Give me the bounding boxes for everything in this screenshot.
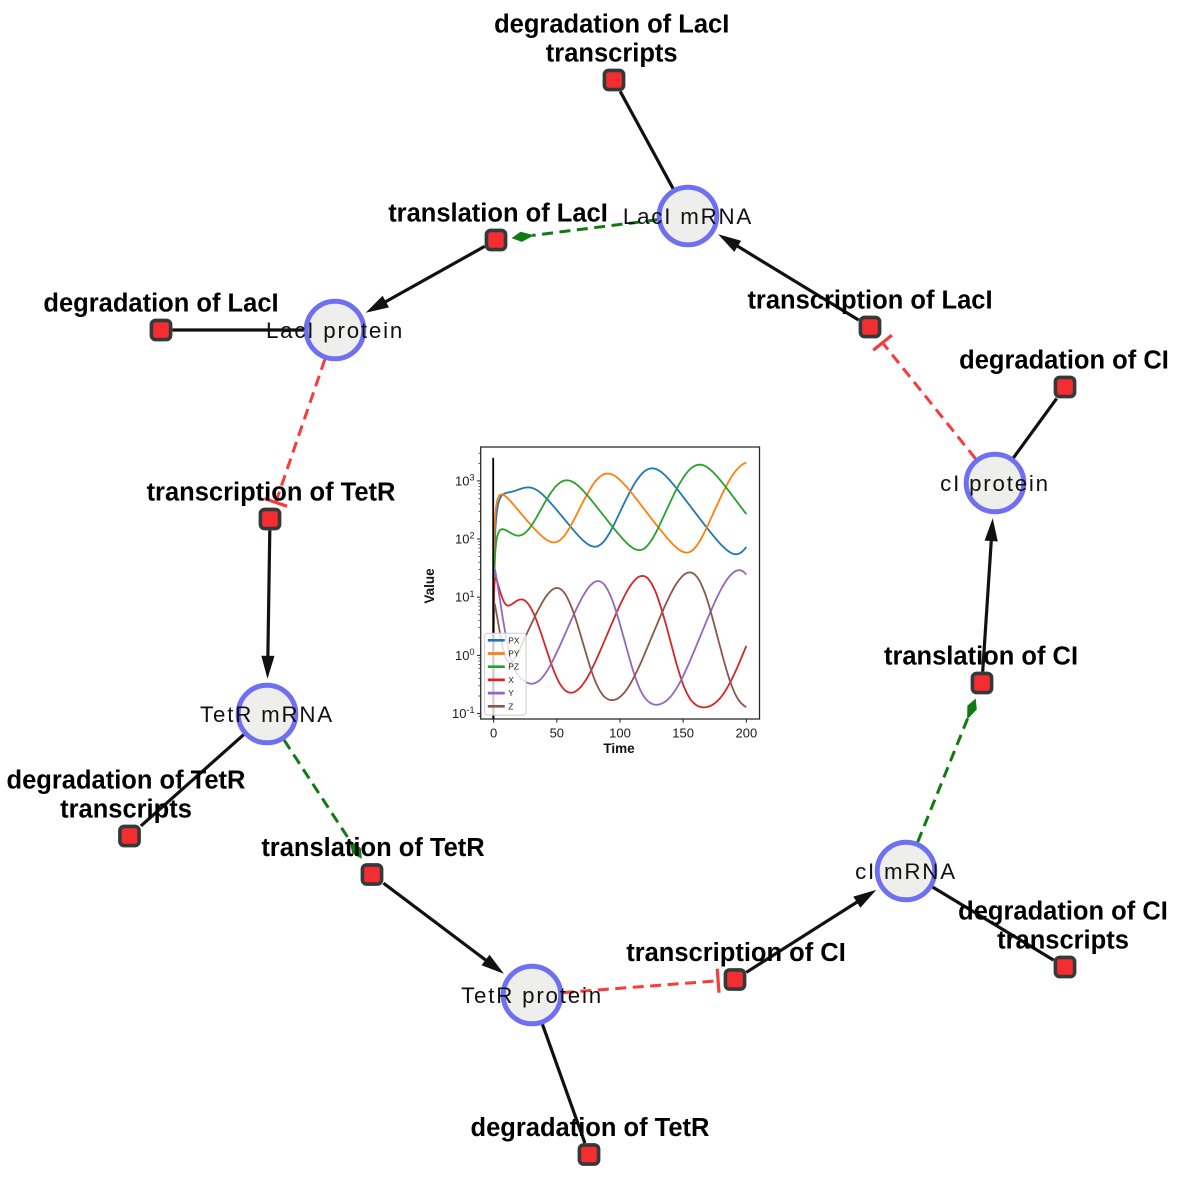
svg-text:transcription of CI: transcription of CI: [626, 939, 846, 967]
svg-text:degradation of CI: degradation of CI: [959, 346, 1169, 374]
svg-text:Time: Time: [603, 741, 635, 756]
svg-text:100: 100: [609, 725, 631, 740]
svg-text:degradation of CI: degradation of CI: [958, 898, 1168, 926]
svg-text:200: 200: [736, 725, 758, 740]
svg-text:degradation of TetR: degradation of TetR: [7, 767, 246, 795]
svg-text:TetR mRNA: TetR mRNA: [200, 702, 334, 727]
svg-text:PY: PY: [508, 649, 520, 659]
svg-text:0: 0: [490, 725, 497, 740]
svg-text:TetR protein: TetR protein: [461, 983, 603, 1008]
svg-text:transcripts: transcripts: [546, 39, 678, 67]
svg-text:translation of TetR: translation of TetR: [261, 834, 484, 862]
svg-text:degradation of TetR: degradation of TetR: [471, 1114, 710, 1142]
svg-text:transcription of TetR: transcription of TetR: [147, 478, 396, 506]
svg-text:PX: PX: [508, 635, 520, 645]
svg-text:X: X: [508, 675, 514, 685]
svg-text:LacI mRNA: LacI mRNA: [623, 204, 753, 229]
svg-text:transcripts: transcripts: [60, 795, 192, 823]
svg-text:Z: Z: [508, 701, 513, 711]
svg-text:transcripts: transcripts: [997, 926, 1129, 954]
svg-text:translation of CI: translation of CI: [884, 642, 1078, 670]
svg-text:50: 50: [550, 725, 564, 740]
svg-text:Value: Value: [422, 568, 437, 604]
svg-text:LacI protein: LacI protein: [266, 318, 404, 343]
svg-text:transcription of LacI: transcription of LacI: [747, 286, 992, 314]
svg-text:cI mRNA: cI mRNA: [855, 859, 957, 884]
svg-text:cI protein: cI protein: [940, 471, 1050, 496]
svg-text:Y: Y: [508, 688, 514, 698]
svg-text:degradation of LacI: degradation of LacI: [43, 289, 278, 317]
svg-text:PZ: PZ: [508, 662, 519, 672]
svg-text:degradation of LacI: degradation of LacI: [494, 11, 729, 39]
svg-text:translation of LacI: translation of LacI: [388, 199, 608, 227]
svg-text:150: 150: [672, 725, 694, 740]
